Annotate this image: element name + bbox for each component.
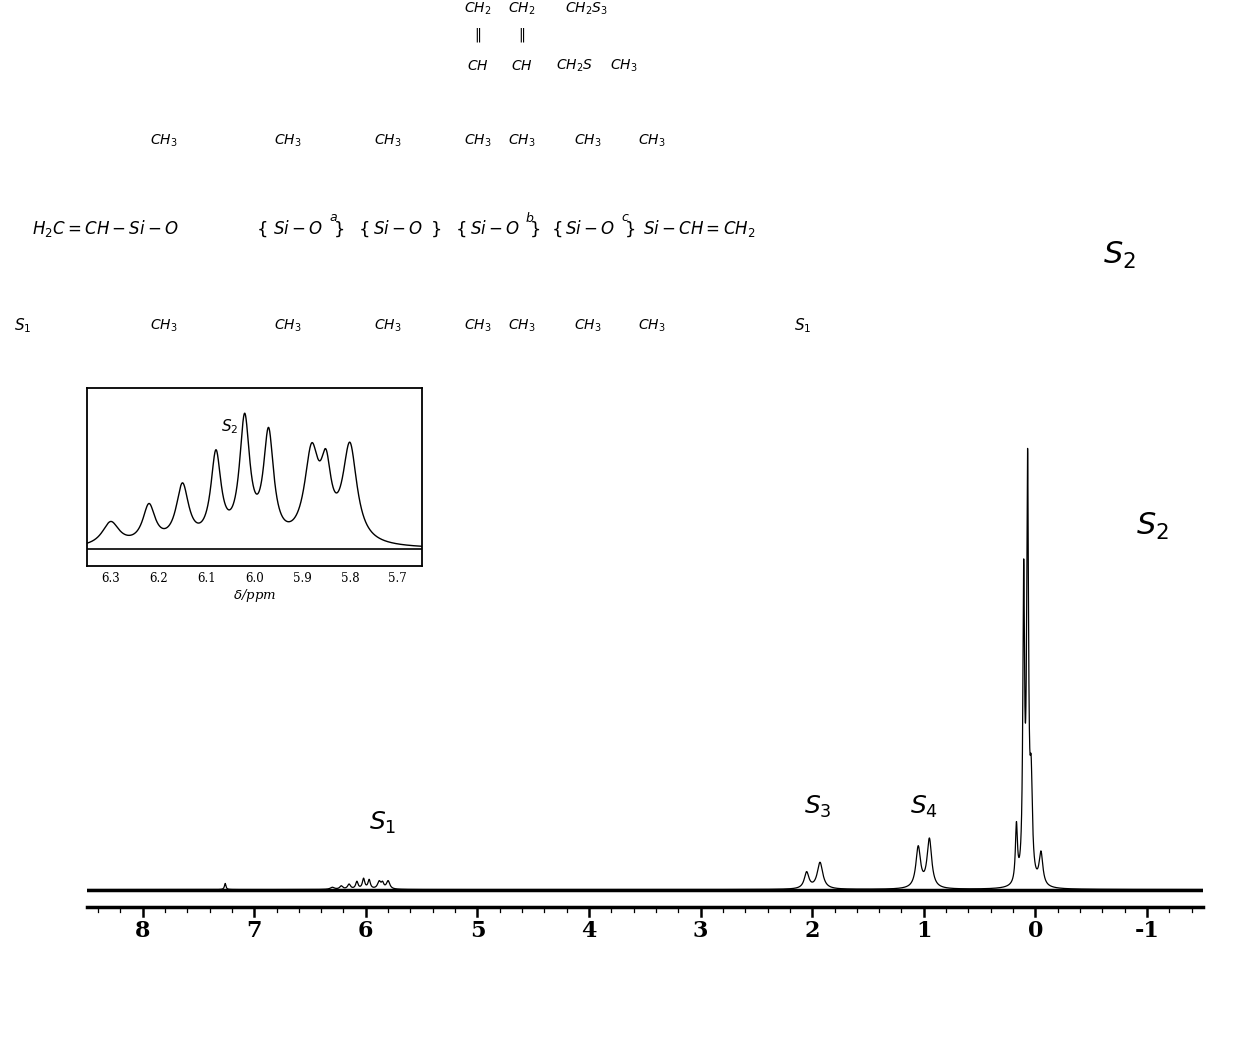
- Text: $\{$: $\{$: [455, 219, 466, 239]
- Text: 4: 4: [582, 920, 596, 942]
- Text: $CH_3$: $CH_3$: [508, 133, 536, 149]
- Text: $CH_3$: $CH_3$: [274, 133, 301, 149]
- Text: $\|$: $\|$: [518, 26, 526, 44]
- Text: 2: 2: [805, 920, 820, 942]
- Text: $\}$: $\}$: [334, 219, 345, 239]
- Text: $Si-O$: $Si-O$: [373, 220, 423, 238]
- Text: $CH_3$: $CH_3$: [150, 318, 177, 334]
- Text: -1: -1: [1135, 920, 1159, 942]
- Text: $CH_3$: $CH_3$: [508, 318, 536, 334]
- Text: 7: 7: [247, 920, 262, 942]
- Text: 5: 5: [470, 920, 485, 942]
- Text: $\{$: $\{$: [551, 219, 562, 239]
- Text: $CH_2S_3$: $CH_2S_3$: [564, 1, 608, 17]
- Text: 6: 6: [358, 920, 373, 942]
- Text: $a$: $a$: [329, 212, 337, 224]
- Text: $CH_2S$: $CH_2S$: [556, 58, 593, 74]
- Text: $CH_3$: $CH_3$: [610, 58, 637, 74]
- Text: $\}$: $\}$: [430, 219, 441, 239]
- Text: $CH_2$: $CH_2$: [508, 1, 536, 17]
- Text: $\{$: $\{$: [255, 219, 267, 239]
- Text: $Si-O$: $Si-O$: [565, 220, 615, 238]
- Text: $b$: $b$: [525, 211, 534, 225]
- Text: $S_3$: $S_3$: [804, 794, 832, 821]
- Text: $\|$: $\|$: [474, 26, 481, 44]
- Text: $CH$: $CH$: [466, 59, 489, 73]
- Text: $CH_2$: $CH_2$: [464, 1, 491, 17]
- Text: $\}$: $\}$: [529, 219, 541, 239]
- Text: $S_2$: $S_2$: [1136, 511, 1169, 543]
- Text: $CH_3$: $CH_3$: [274, 318, 301, 334]
- Text: $CH_3$: $CH_3$: [574, 133, 601, 149]
- Text: 3: 3: [693, 920, 708, 942]
- Text: $CH_3$: $CH_3$: [150, 133, 177, 149]
- Text: $CH_3$: $CH_3$: [637, 318, 665, 334]
- Text: $CH_3$: $CH_3$: [574, 318, 601, 334]
- Text: $S_1$: $S_1$: [795, 316, 812, 335]
- Text: $CH_3$: $CH_3$: [464, 318, 491, 334]
- Text: $CH_3$: $CH_3$: [464, 133, 491, 149]
- Text: $\{$: $\{$: [358, 219, 370, 239]
- Text: $H_2C=CH-Si-O$: $H_2C=CH-Si-O$: [32, 218, 179, 239]
- Text: $S_1$: $S_1$: [15, 316, 32, 335]
- Text: $S_2$: $S_2$: [221, 417, 238, 436]
- Text: $Si-O$: $Si-O$: [273, 220, 324, 238]
- Text: $CH_3$: $CH_3$: [374, 318, 402, 334]
- Text: $Si-O$: $Si-O$: [470, 220, 521, 238]
- Text: $S_4$: $S_4$: [910, 794, 937, 821]
- Text: $\}$: $\}$: [624, 219, 635, 239]
- Text: 8: 8: [135, 920, 150, 942]
- Text: $CH_3$: $CH_3$: [637, 133, 665, 149]
- Text: $S_1$: $S_1$: [368, 810, 397, 836]
- Text: $Si-CH=CH_2$: $Si-CH=CH_2$: [642, 218, 755, 239]
- Text: 0: 0: [1028, 920, 1043, 942]
- Text: 1: 1: [916, 920, 931, 942]
- Text: $CH$: $CH$: [511, 59, 533, 73]
- X-axis label: $\delta$/ppm: $\delta$/ppm: [233, 587, 275, 604]
- Text: $c$: $c$: [621, 212, 630, 224]
- Text: $S_2$: $S_2$: [1102, 240, 1136, 270]
- Text: $CH_3$: $CH_3$: [374, 133, 402, 149]
